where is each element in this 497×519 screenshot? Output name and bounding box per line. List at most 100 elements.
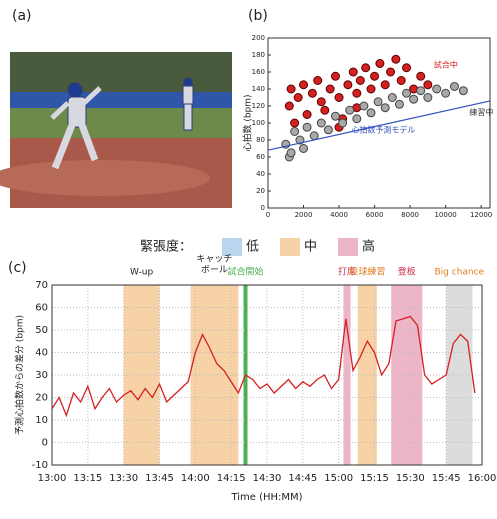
- scatter-point: [353, 115, 361, 123]
- scatter-point: [346, 106, 354, 114]
- scatter-point: [321, 106, 329, 114]
- scatter-point: [367, 109, 375, 117]
- y-tick-label: 140: [252, 85, 265, 93]
- scatter-point: [362, 64, 370, 72]
- y-tick-label: 10: [35, 415, 48, 426]
- scatter-point: [417, 87, 425, 95]
- scatter-point: [392, 55, 400, 63]
- scatter-point: [349, 68, 357, 76]
- y-tick-label: 20: [256, 187, 265, 195]
- x-tick-label: 4000: [330, 211, 348, 219]
- scatter-point: [442, 89, 450, 97]
- scatter-point: [291, 128, 299, 136]
- x-tick-label: 15:15: [360, 473, 389, 484]
- scatter-point: [403, 64, 411, 72]
- band-label: W-up: [130, 268, 153, 278]
- y-tick-label: 30: [35, 370, 48, 381]
- y-tick-label: 80: [256, 136, 265, 144]
- legend-label: 中: [304, 240, 317, 255]
- band-label: キャッチ: [196, 254, 232, 265]
- scatter-point: [331, 112, 339, 120]
- panel-label: (a): [12, 8, 32, 24]
- x-tick-label: 15:00: [324, 473, 353, 484]
- x-tick-label: 14:15: [217, 473, 246, 484]
- x-tick-label: 16:00: [468, 473, 497, 484]
- y-tick-label: 40: [256, 170, 265, 178]
- scatter-point: [433, 85, 441, 93]
- x-tick-label: 13:00: [38, 473, 67, 484]
- x-tick-label: 13:45: [145, 473, 174, 484]
- scatter-point: [410, 95, 418, 103]
- y-tick-label: 180: [252, 51, 265, 59]
- event-label: 試合開始: [227, 266, 263, 278]
- scatter-point: [397, 77, 405, 85]
- band-label: Big chance: [435, 268, 485, 278]
- legend-label: 高: [362, 239, 375, 255]
- y-tick-label: 60: [256, 153, 265, 161]
- legend-label: 低: [246, 240, 259, 255]
- scatter-point: [314, 77, 322, 85]
- series-label: 練習中: [469, 107, 493, 117]
- series-label: 試合中: [434, 59, 458, 69]
- scatter-point: [335, 94, 343, 102]
- x-tick-label: 14:45: [288, 473, 317, 484]
- legend-swatch: [280, 238, 300, 256]
- scatter-point: [353, 89, 361, 97]
- legend-title: 緊張度：: [140, 239, 192, 255]
- scatter-point: [356, 77, 364, 85]
- x-tick-label: 8000: [401, 211, 419, 219]
- scatter-point: [285, 102, 293, 110]
- scatter-point: [417, 72, 425, 80]
- scatter-point: [344, 81, 352, 89]
- scatter-point: [326, 85, 334, 93]
- scatter-point: [374, 98, 382, 106]
- y-tick-label: 0: [261, 204, 265, 212]
- x-tick-label: 2000: [295, 211, 313, 219]
- scatter-point: [459, 87, 467, 95]
- scatter-point: [424, 94, 432, 102]
- x-tick-label: 6000: [366, 211, 384, 219]
- legend-swatch: [222, 238, 242, 256]
- scatter-point: [388, 94, 396, 102]
- x-tick-label: 12000: [470, 211, 492, 219]
- x-tick-label: 13:15: [73, 473, 102, 484]
- band: [446, 285, 472, 465]
- x-tick-label: 15:30: [396, 473, 425, 484]
- y-axis-label: 予測心拍数からの差分 (bpm): [14, 315, 26, 435]
- scatter-point: [300, 145, 308, 153]
- panel-label: (c): [8, 260, 27, 276]
- y-tick-label: 120: [252, 102, 265, 110]
- scatter-point: [367, 85, 375, 93]
- scatter-point: [300, 81, 308, 89]
- scatter-point: [395, 100, 403, 108]
- y-tick-label: 200: [252, 34, 265, 42]
- band-label: 投球練習: [349, 266, 385, 278]
- scatter-point: [287, 149, 295, 157]
- scatter-point: [331, 72, 339, 80]
- y-tick-label: -10: [32, 460, 48, 471]
- scatter-point: [294, 94, 302, 102]
- y-tick-label: 40: [35, 348, 48, 359]
- scatter-point: [450, 82, 458, 90]
- scatter-point: [291, 119, 299, 127]
- x-tick-label: 13:30: [109, 473, 138, 484]
- scatter-point: [376, 60, 384, 68]
- y-axis-label: 心拍数 (bpm): [242, 94, 254, 151]
- y-tick-label: 60: [35, 303, 48, 314]
- scatter-point: [424, 81, 432, 89]
- scatter-point: [317, 98, 325, 106]
- x-tick-label: 10000: [434, 211, 456, 219]
- scatter-point: [317, 119, 325, 127]
- x-tick-label: 14:00: [181, 473, 210, 484]
- panel-label: (b): [248, 8, 268, 24]
- y-tick-label: 100: [252, 119, 265, 127]
- scatter-point: [310, 132, 318, 140]
- scatter-point: [339, 119, 347, 127]
- x-tick-label: 0: [266, 211, 270, 219]
- scatter-point: [381, 81, 389, 89]
- scatter-point: [381, 104, 389, 112]
- scatter-point: [360, 102, 368, 110]
- x-tick-label: 14:30: [253, 473, 282, 484]
- x-tick-label: 15:45: [432, 473, 461, 484]
- y-tick-label: 160: [252, 68, 265, 76]
